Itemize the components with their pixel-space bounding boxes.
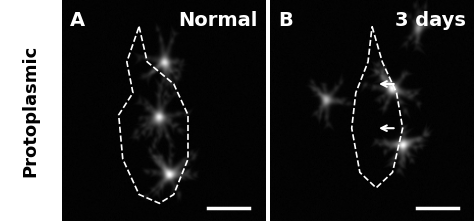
Text: Normal: Normal [178,11,257,30]
Text: A: A [70,11,85,30]
Text: Protoplasmic: Protoplasmic [22,44,40,177]
Text: 3 days: 3 days [395,11,466,30]
Text: B: B [278,11,293,30]
